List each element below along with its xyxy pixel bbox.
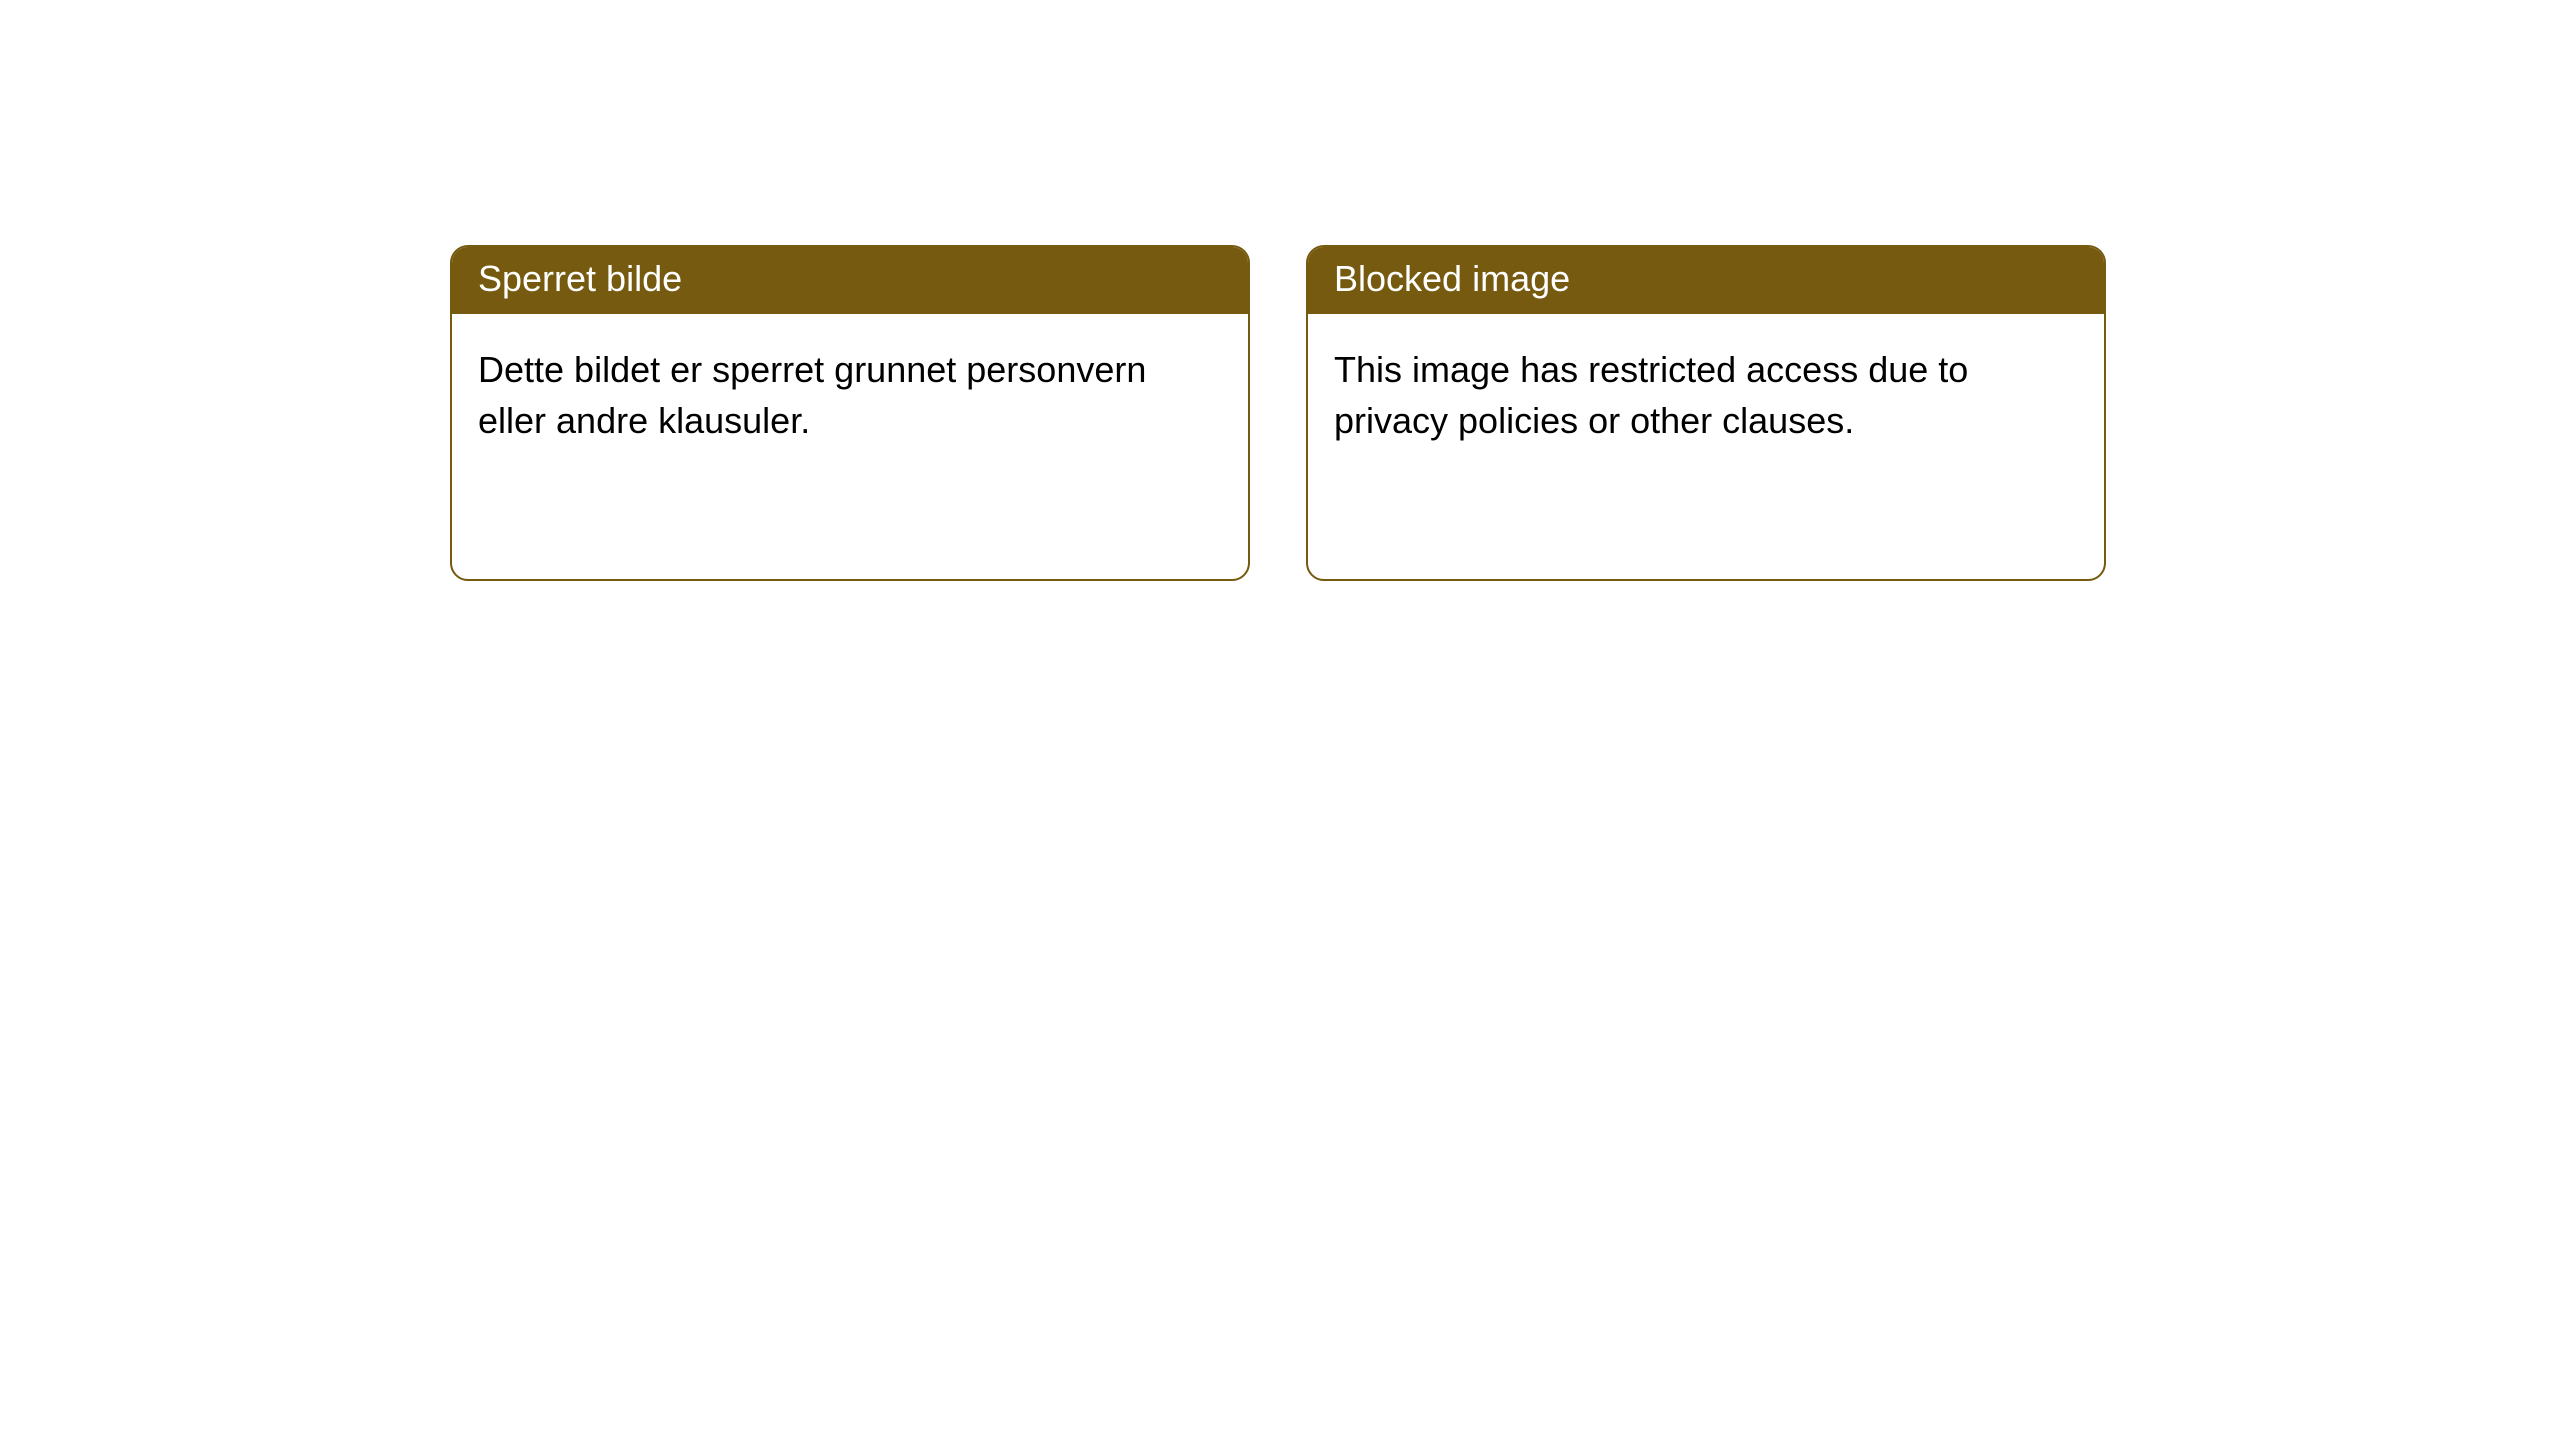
card-title: Sperret bilde — [452, 247, 1248, 314]
blocked-image-card-no: Sperret bilde Dette bildet er sperret gr… — [450, 245, 1250, 581]
card-body: Dette bildet er sperret grunnet personve… — [452, 314, 1248, 476]
card-title: Blocked image — [1308, 247, 2104, 314]
blocked-image-card-en: Blocked image This image has restricted … — [1306, 245, 2106, 581]
blocked-image-cards: Sperret bilde Dette bildet er sperret gr… — [450, 245, 2560, 581]
card-body: This image has restricted access due to … — [1308, 314, 2104, 476]
